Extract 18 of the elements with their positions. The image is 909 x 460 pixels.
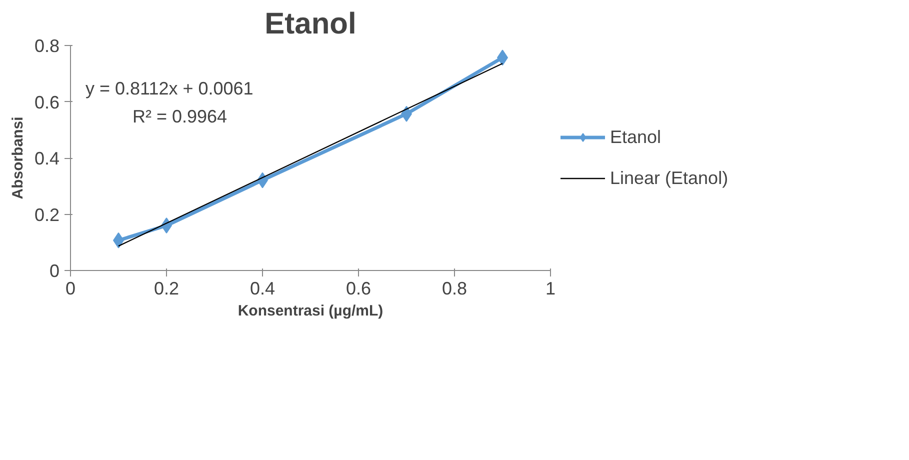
annotation: y = 0.8112x + 0.0061 [86, 78, 254, 98]
y-tick-label: 0.8 [34, 36, 60, 56]
legend-label: Linear (Etanol) [610, 168, 728, 188]
annotation: R² = 0.9964 [132, 106, 228, 126]
y-tick-label: 0.6 [34, 92, 60, 112]
x-tick-label: 0.4 [250, 278, 276, 298]
y-tick-label: 0.2 [34, 204, 60, 225]
y-tick-label: 0.4 [34, 148, 60, 168]
x-tick-label: 0 [65, 278, 76, 298]
y-tick-label: 0 [49, 261, 60, 281]
x-tick-label: 0.2 [154, 278, 180, 298]
x-axis-title: Konsentrasi (µg/mL) [238, 302, 384, 320]
x-tick-label: 0.6 [346, 278, 372, 298]
x-tick-label: 1 [545, 278, 556, 298]
legend-label: Etanol [610, 126, 662, 148]
x-tick-label: 0.8 [442, 278, 468, 298]
chart-title: Etanol [264, 8, 356, 40]
y-axis-title: Absorbansi [9, 116, 26, 200]
